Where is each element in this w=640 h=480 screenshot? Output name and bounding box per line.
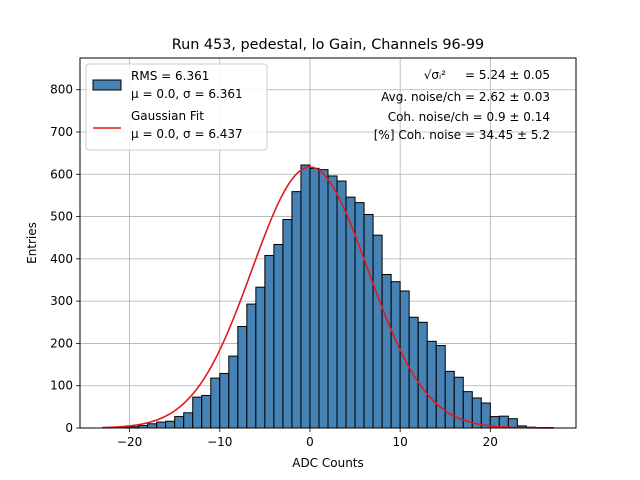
histogram-bar bbox=[228, 355, 239, 429]
histogram-bar bbox=[408, 316, 419, 429]
legend: RMS = 6.361 μ = 0.0, σ = 6.361 Gaussian … bbox=[85, 63, 268, 151]
histogram-bar bbox=[282, 219, 293, 429]
histogram-bar bbox=[165, 420, 176, 429]
histogram-bar bbox=[444, 370, 455, 429]
annotation-avg-noise: Avg. noise/ch = 2.62 ± 0.03 bbox=[381, 90, 550, 104]
histogram-bar bbox=[174, 416, 185, 429]
histogram-bar bbox=[219, 372, 230, 429]
x-tick-label: 10 bbox=[393, 435, 408, 449]
x-axis-label: ADC Counts bbox=[292, 456, 364, 470]
histogram-bar bbox=[210, 377, 221, 429]
y-tick-label: 400 bbox=[50, 252, 73, 266]
histogram-bar bbox=[363, 213, 374, 429]
annotation-coh-noise-percent: [%] Coh. noise = 34.45 ± 5.2 bbox=[374, 128, 550, 142]
histogram-bar bbox=[255, 286, 266, 429]
legend-label-histogram: RMS = 6.361 bbox=[131, 69, 209, 83]
histogram-bar bbox=[372, 234, 383, 429]
histogram-bar bbox=[390, 281, 401, 429]
histogram-bar bbox=[273, 243, 284, 429]
histogram-bar bbox=[183, 412, 194, 429]
y-tick-label: 500 bbox=[50, 210, 73, 224]
annotation-sqrt-formula: √σᵢ² bbox=[424, 68, 446, 82]
legend-label-histogram-params: μ = 0.0, σ = 6.361 bbox=[131, 87, 243, 101]
y-tick-label: 100 bbox=[50, 379, 73, 393]
legend-box bbox=[85, 63, 268, 151]
gaussian-fit bbox=[102, 166, 554, 429]
legend-label-fit: Gaussian Fit bbox=[131, 109, 204, 123]
y-tick-label: 200 bbox=[50, 336, 73, 350]
histogram-bar bbox=[417, 321, 428, 429]
histogram-bar bbox=[147, 423, 158, 429]
histogram-bar bbox=[300, 164, 311, 429]
y-tick-label: 600 bbox=[50, 167, 73, 181]
histogram-bar bbox=[453, 376, 464, 429]
histogram-bar bbox=[318, 169, 329, 429]
histogram-bar bbox=[435, 345, 446, 429]
y-tick-label: 300 bbox=[50, 294, 73, 308]
histogram-bar bbox=[336, 180, 347, 429]
histogram-bar bbox=[237, 326, 248, 429]
noise-annotations: √σᵢ² = 5.24 ± 0.05 Avg. noise/ch = 2.62 … bbox=[374, 68, 550, 142]
histogram-bar bbox=[309, 167, 320, 429]
x-tick-label: −20 bbox=[117, 435, 142, 449]
histogram-bar bbox=[291, 191, 302, 429]
y-tick-label: 0 bbox=[65, 421, 73, 435]
y-axis-ticks: 0 100 200 300 400 500 600 700 800 bbox=[50, 83, 80, 435]
histogram-bar bbox=[264, 254, 275, 429]
y-tick-label: 800 bbox=[50, 83, 73, 97]
legend-swatch-histogram bbox=[92, 79, 122, 91]
legend-label-fit-params: μ = 0.0, σ = 6.437 bbox=[131, 127, 243, 141]
histogram-bar bbox=[327, 175, 338, 429]
gaussian-fit-line bbox=[102, 166, 554, 429]
y-axis-label: Entries bbox=[25, 222, 39, 264]
histogram-bar bbox=[156, 421, 167, 429]
histogram-bar bbox=[192, 396, 203, 429]
annotation-coh-noise: Coh. noise/ch = 0.9 ± 0.14 bbox=[388, 110, 550, 124]
histogram-bar bbox=[381, 274, 392, 429]
x-tick-label: 0 bbox=[306, 435, 314, 449]
x-tick-label: 20 bbox=[483, 435, 498, 449]
y-tick-label: 700 bbox=[50, 125, 73, 139]
plot-frame bbox=[79, 57, 577, 429]
chart-title: Run 453, pedestal, lo Gain, Channels 96-… bbox=[172, 37, 484, 53]
x-tick-label: −10 bbox=[207, 435, 232, 449]
histogram-bar bbox=[426, 340, 437, 429]
annotation-sqrt-value: = 5.24 ± 0.05 bbox=[465, 68, 550, 82]
histogram-bar bbox=[201, 394, 212, 429]
x-axis-ticks: −20 −10 0 10 20 bbox=[117, 428, 498, 449]
histogram-bar bbox=[246, 303, 257, 429]
